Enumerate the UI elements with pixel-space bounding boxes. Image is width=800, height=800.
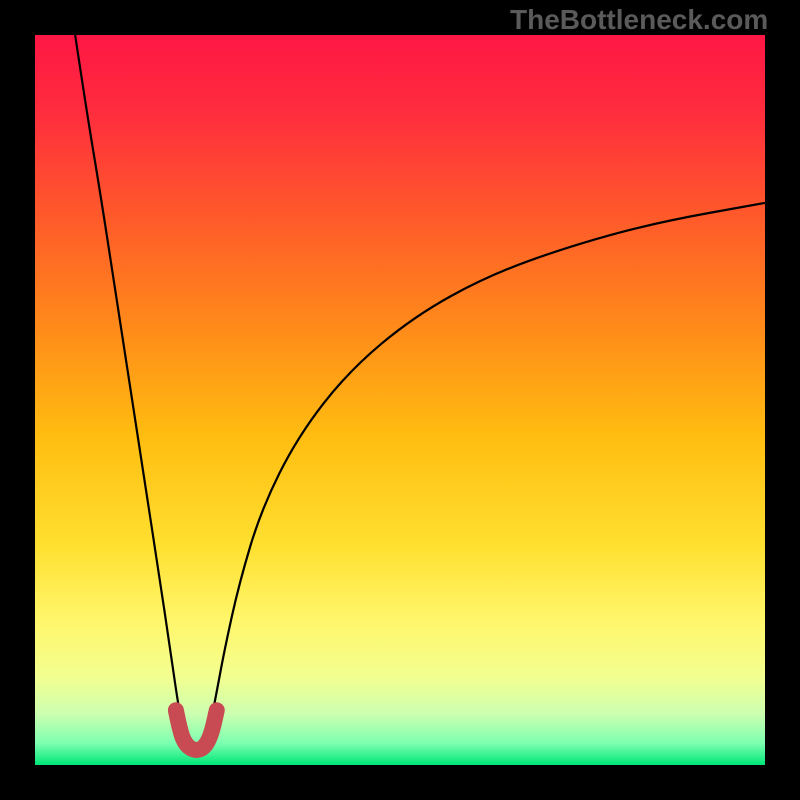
plot-background: [35, 35, 765, 765]
watermark-text: TheBottleneck.com: [510, 4, 768, 36]
